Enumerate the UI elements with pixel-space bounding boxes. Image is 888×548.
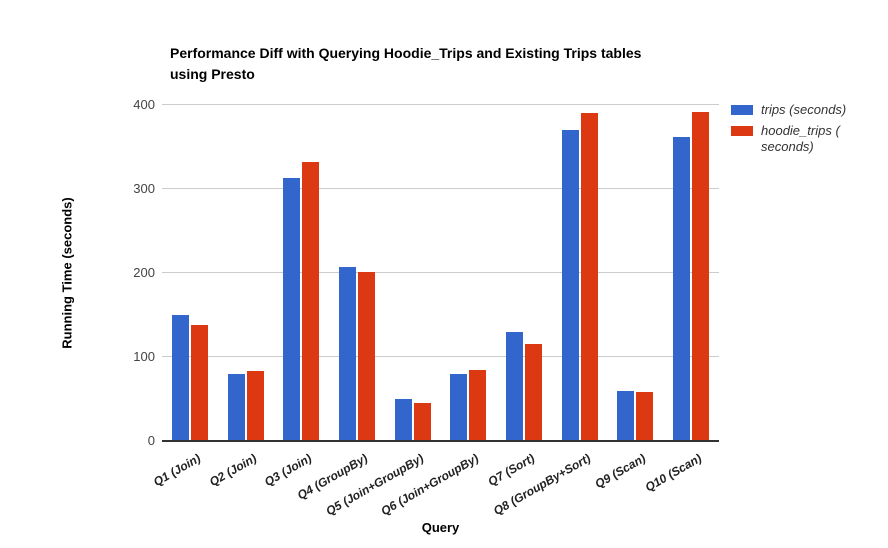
- bar-group-6: [441, 105, 497, 441]
- x-category-label-6: Q6 (Join+GroupBy): [378, 451, 482, 519]
- legend-swatch-1: [731, 105, 753, 115]
- bar-group-10: [663, 105, 719, 441]
- y-tick-label-100: 100: [133, 349, 155, 364]
- bar-series2-10[interactable]: [692, 111, 710, 441]
- gridline-300: [162, 188, 719, 189]
- x-axis-title: Query: [421, 520, 460, 535]
- bar-group-2: [218, 105, 274, 441]
- bar-series2-3[interactable]: [302, 162, 320, 441]
- bar-group-1: [162, 105, 218, 441]
- bar-series1-9[interactable]: [617, 390, 635, 441]
- chart-title-line1: Performance Diff with Querying Hoodie_Tr…: [170, 45, 642, 61]
- bar-series1-3[interactable]: [283, 178, 301, 441]
- x-category-label-9: Q9 (Scan): [592, 451, 649, 492]
- x-axis-baseline: [162, 440, 719, 442]
- legend-item-2[interactable]: hoodie_trips (seconds): [731, 123, 846, 155]
- bar-series1-4[interactable]: [338, 267, 356, 441]
- chart-title: Performance Diff with Querying Hoodie_Tr…: [170, 43, 750, 85]
- y-tick-label-200: 200: [133, 265, 155, 280]
- y-tick-label-300: 300: [133, 181, 155, 196]
- bar-series2-6[interactable]: [469, 369, 487, 441]
- x-category-label-2: Q2 (Join): [206, 451, 259, 490]
- chart-title-line2: using Presto: [170, 66, 255, 82]
- gridline-200: [162, 272, 719, 273]
- y-tick-label-0: 0: [147, 433, 155, 448]
- legend-swatch-2: [731, 126, 753, 136]
- legend-item-1[interactable]: trips (seconds): [731, 102, 846, 118]
- bar-series1-2[interactable]: [227, 373, 245, 441]
- legend-label-2: hoodie_trips (seconds): [761, 123, 840, 154]
- y-tick-label-400: 400: [133, 97, 155, 112]
- gridline-400: [162, 104, 719, 105]
- bar-series1-6[interactable]: [450, 373, 468, 441]
- bar-group-8: [552, 105, 608, 441]
- x-category-label-5: Q5 (Join+GroupBy): [323, 451, 426, 519]
- bar-series2-8[interactable]: [580, 113, 598, 441]
- x-category-label-1: Q1 (Join): [150, 451, 203, 490]
- bar-group-4: [329, 105, 385, 441]
- bar-series1-10[interactable]: [673, 136, 691, 441]
- bar-series2-7[interactable]: [525, 343, 543, 441]
- bar-group-3: [273, 105, 329, 441]
- y-axis-title: Running Time (seconds): [59, 197, 75, 349]
- bar-group-9: [608, 105, 664, 441]
- bar-group-7: [496, 105, 552, 441]
- plot-area: [162, 104, 719, 442]
- bar-series1-7[interactable]: [506, 331, 524, 441]
- bar-series2-9[interactable]: [636, 392, 654, 441]
- x-category-label-10: Q10 (Scan): [642, 451, 705, 495]
- legend-label-1: trips (seconds): [761, 102, 847, 117]
- bar-series2-1[interactable]: [190, 325, 208, 441]
- bar-group-5: [385, 105, 441, 441]
- gridline-100: [162, 356, 719, 357]
- bar-series2-5[interactable]: [413, 403, 431, 441]
- bar-series2-4[interactable]: [357, 272, 375, 441]
- bar-series2-2[interactable]: [246, 371, 264, 441]
- x-category-label-8: Q8 (GroupBy+Sort): [490, 451, 593, 518]
- bar-series1-8[interactable]: [561, 130, 579, 441]
- bar-series1-5[interactable]: [394, 399, 412, 441]
- bar-series1-1[interactable]: [171, 315, 189, 441]
- legend: trips (seconds) hoodie_trips (seconds): [731, 102, 846, 155]
